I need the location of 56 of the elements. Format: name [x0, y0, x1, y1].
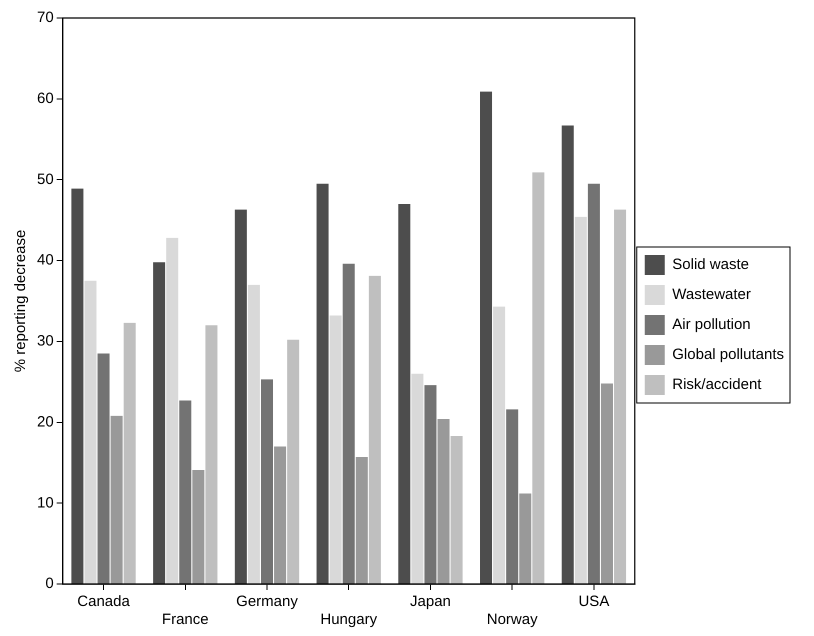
- y-tick-label: 50: [36, 170, 54, 188]
- y-axis-title: % reporting decrease: [12, 230, 30, 372]
- legend-label: Risk/accident: [672, 376, 762, 394]
- bar: [532, 172, 544, 584]
- bar: [192, 470, 204, 584]
- bar: [248, 284, 260, 584]
- bar: [356, 457, 368, 584]
- y-tick-label: 10: [36, 494, 54, 512]
- legend-label: Air pollution: [672, 316, 751, 334]
- bar: [438, 419, 450, 584]
- x-tick-label: USA: [578, 593, 610, 610]
- bar: [274, 446, 286, 584]
- bar: [411, 374, 424, 584]
- bar: [368, 276, 381, 584]
- bar: [166, 238, 178, 584]
- bar: [179, 400, 192, 584]
- x-tick-label: Canada: [77, 593, 130, 610]
- y-tick-label: 70: [36, 9, 54, 26]
- bar: [398, 204, 410, 584]
- bar: [287, 340, 300, 584]
- bar: [574, 216, 587, 584]
- bar: [480, 92, 492, 584]
- bar: [234, 210, 247, 584]
- bar: [588, 184, 600, 584]
- bar: [153, 262, 166, 584]
- y-tick-label: 20: [36, 413, 54, 430]
- bar: [124, 322, 136, 584]
- y-tick-label: 0: [45, 575, 54, 592]
- bar: [450, 436, 463, 584]
- x-tick-label: Germany: [236, 593, 298, 610]
- bar: [562, 126, 574, 584]
- bar: [71, 188, 84, 584]
- bar: [506, 409, 518, 584]
- x-tick-label: France: [162, 611, 209, 628]
- bar: [110, 416, 123, 584]
- bar: [330, 316, 342, 584]
- bar: [600, 383, 613, 584]
- legend-label: Solid waste: [672, 256, 749, 274]
- x-tick-label: Hungary: [320, 611, 378, 628]
- bar: [316, 184, 329, 584]
- x-tick-label: Norway: [486, 611, 538, 628]
- bar: [260, 379, 274, 584]
- y-tick-label: 60: [36, 90, 54, 107]
- bar: [493, 306, 506, 584]
- bar: [84, 280, 96, 584]
- x-tick-label: Japan: [410, 593, 451, 610]
- bar: [342, 264, 355, 584]
- bar: [424, 385, 436, 584]
- bar: [98, 354, 110, 584]
- y-tick-label: 40: [36, 252, 54, 269]
- bar: [205, 325, 218, 584]
- bar: [519, 493, 532, 584]
- y-tick-label: 30: [36, 332, 54, 350]
- bar: [614, 210, 626, 584]
- legend-label: Global pollutants: [672, 346, 784, 364]
- legend-label: Wastewater: [672, 286, 751, 304]
